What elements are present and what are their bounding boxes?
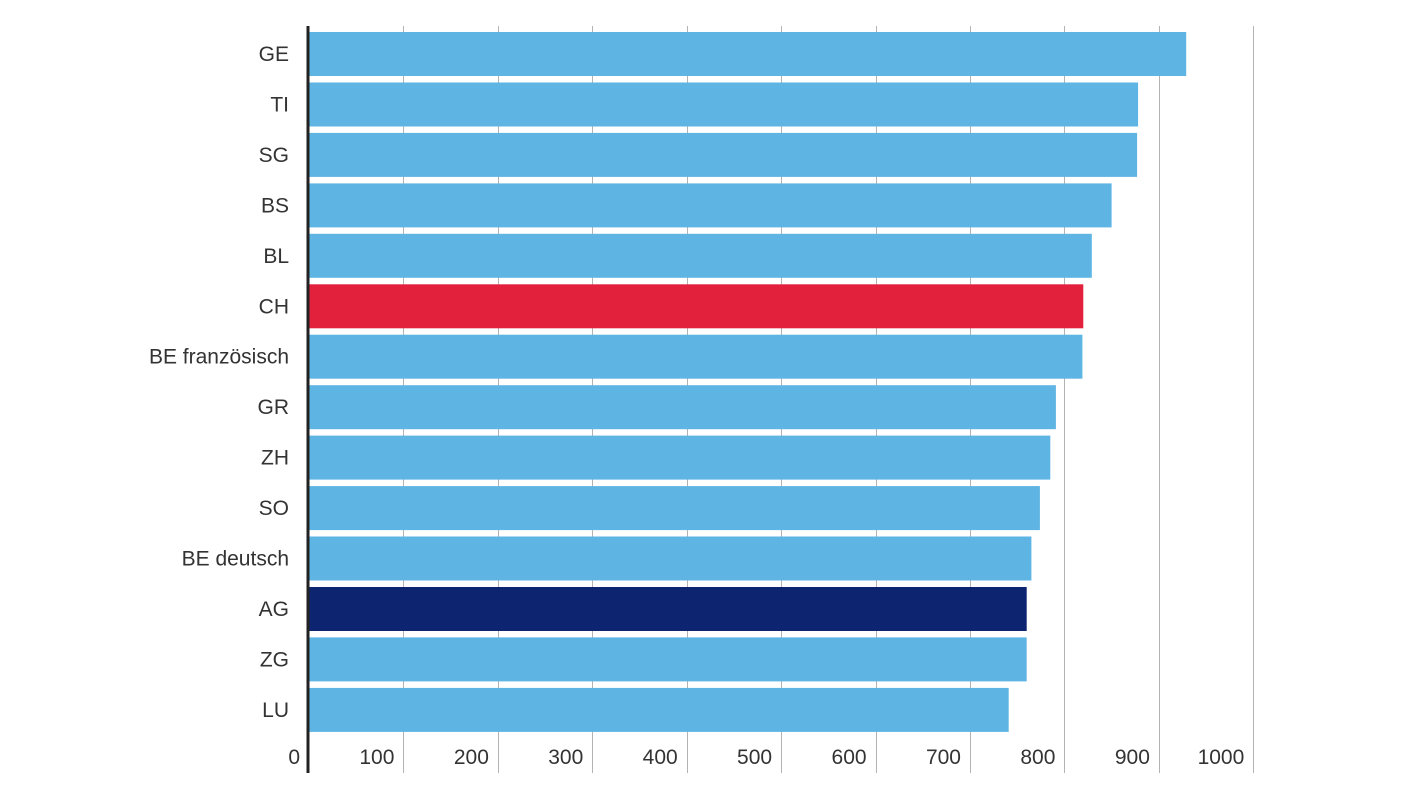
bar-ch (309, 284, 1084, 329)
category-label-sg: SG (259, 144, 289, 167)
category-label-ge: GE (259, 43, 289, 66)
bar-be-deutsch (309, 536, 1032, 581)
category-label-zh: ZH (261, 447, 289, 470)
bar-ti (309, 82, 1139, 127)
x-tick-label-100: 100 (359, 746, 394, 769)
category-label-be-franz-sisch: BE französisch (149, 346, 289, 369)
x-tick-labels: 0 100 200 300 400 500 600 700 800 900 1000 (288, 746, 1244, 769)
x-tick-label-200: 200 (454, 746, 489, 769)
x-tick-label-0: 0 (288, 746, 300, 769)
bar-gr (309, 385, 1056, 430)
category-label-bl: BL (263, 245, 289, 268)
x-tick-label-400: 400 (643, 746, 678, 769)
category-labels: GE TI SG BS BL CH BE französisch GR ZH SO BE deuts… (149, 43, 289, 722)
category-label-lu: LU (262, 699, 289, 722)
x-tick-label-700: 700 (926, 746, 961, 769)
bar-lu (309, 687, 1009, 732)
bar-sg (309, 132, 1138, 177)
bar-so (309, 486, 1040, 531)
bar-bs (309, 183, 1112, 228)
bar-ag (309, 587, 1027, 631)
category-label-ch: CH (259, 295, 289, 318)
bar-ge (309, 32, 1187, 76)
category-label-ag: AG (259, 598, 289, 621)
bar-bl (309, 233, 1092, 278)
bar-zh (309, 435, 1051, 480)
category-label-so: SO (259, 497, 289, 520)
category-label-bs: BS (261, 194, 289, 217)
category-label-be-deutsch: BE deutsch (182, 548, 289, 571)
x-tick-label-800: 800 (1020, 746, 1055, 769)
category-label-zg: ZG (260, 648, 289, 671)
bars (309, 32, 1187, 732)
x-tick-label-600: 600 (832, 746, 867, 769)
bar-zg (309, 637, 1027, 682)
bar-be-franz-sisch (309, 334, 1083, 379)
category-label-ti: TI (270, 94, 289, 117)
category-label-gr: GR (258, 396, 290, 419)
x-tick-label-900: 900 (1115, 746, 1150, 769)
x-tick-label-300: 300 (548, 746, 583, 769)
x-tick-label-500: 500 (737, 746, 772, 769)
x-tick-label-1000: 1000 (1198, 746, 1245, 769)
